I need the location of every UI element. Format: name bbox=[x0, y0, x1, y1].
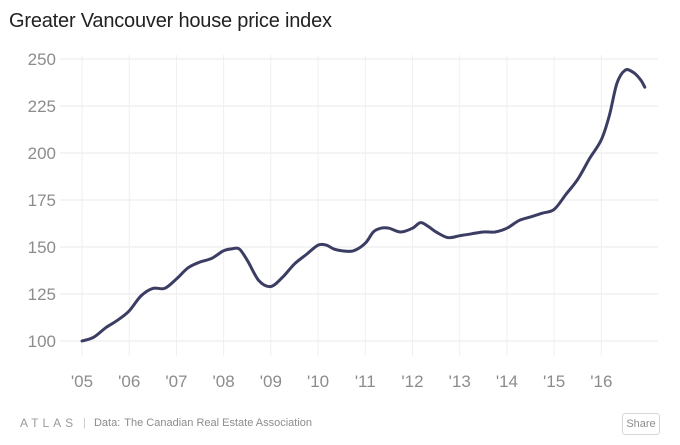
y-tick-label: 125 bbox=[28, 285, 56, 304]
x-tick-label: '08 bbox=[213, 372, 235, 391]
y-tick-label: 100 bbox=[28, 332, 56, 351]
y-tick-label: 175 bbox=[28, 191, 56, 210]
footer-separator: | bbox=[83, 417, 86, 429]
x-tick-label: '07 bbox=[165, 372, 187, 391]
series-line bbox=[80, 68, 647, 343]
x-tick-label: '15 bbox=[543, 372, 565, 391]
x-tick-label: '13 bbox=[449, 372, 471, 391]
y-tick-label: 250 bbox=[28, 50, 56, 69]
y-tick-label: 200 bbox=[28, 144, 56, 163]
source-label: Data: bbox=[93, 417, 121, 429]
x-tick-label: '16 bbox=[590, 372, 612, 391]
chart-title: Greater Vancouver house price index bbox=[9, 10, 332, 32]
x-tick-label: '10 bbox=[307, 372, 329, 391]
x-tick-label: '14 bbox=[496, 372, 518, 391]
x-tick-label: '11 bbox=[355, 372, 376, 391]
footer: ATLAS | Data: The Canadian Real Estate A… bbox=[20, 416, 312, 430]
x-tick-label: '05 bbox=[71, 372, 93, 391]
x-tick-label: '12 bbox=[401, 372, 423, 391]
source-text: The Canadian Real Estate Association bbox=[124, 417, 313, 429]
y-tick-label: 225 bbox=[28, 97, 56, 116]
x-tick-label: '06 bbox=[118, 372, 140, 391]
x-tick-label: '09 bbox=[260, 372, 282, 391]
atlas-logo: ATLAS bbox=[20, 416, 78, 430]
share-button[interactable]: Share bbox=[622, 413, 660, 435]
y-tick-label: 150 bbox=[28, 238, 56, 257]
